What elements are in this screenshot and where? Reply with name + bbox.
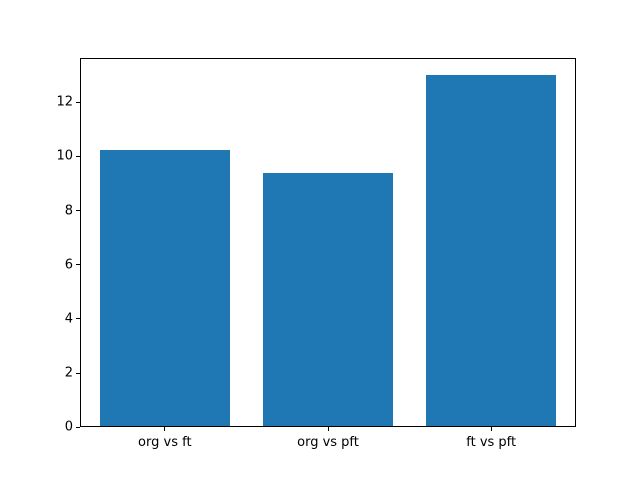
y-tick-mark [76,264,80,266]
bar-org-vs-ft [99,149,231,428]
y-tick-label: 2 [64,365,73,381]
x-tick-label: org vs pft [297,435,359,451]
y-tick-mark [76,426,80,428]
x-tick-label: org vs ft [138,435,192,451]
y-tick-mark [76,210,80,212]
x-tick-mark [327,427,329,432]
x-tick-mark [164,427,166,432]
y-tick-mark [76,101,80,103]
bar-org-vs-pft [262,173,394,428]
y-tick-label: 4 [64,311,73,327]
y-tick-label: 12 [56,94,73,110]
y-tick-mark [76,155,80,157]
y-tick-mark [76,372,80,374]
y-tick-label: 0 [64,419,73,435]
x-tick-mark [490,427,492,432]
x-tick-label: ft vs pft [466,435,517,451]
y-tick-mark [76,318,80,320]
bar-ft-vs-pft [425,75,557,428]
y-tick-label: 10 [56,148,73,164]
y-tick-label: 8 [64,203,73,219]
y-tick-label: 6 [64,257,73,273]
